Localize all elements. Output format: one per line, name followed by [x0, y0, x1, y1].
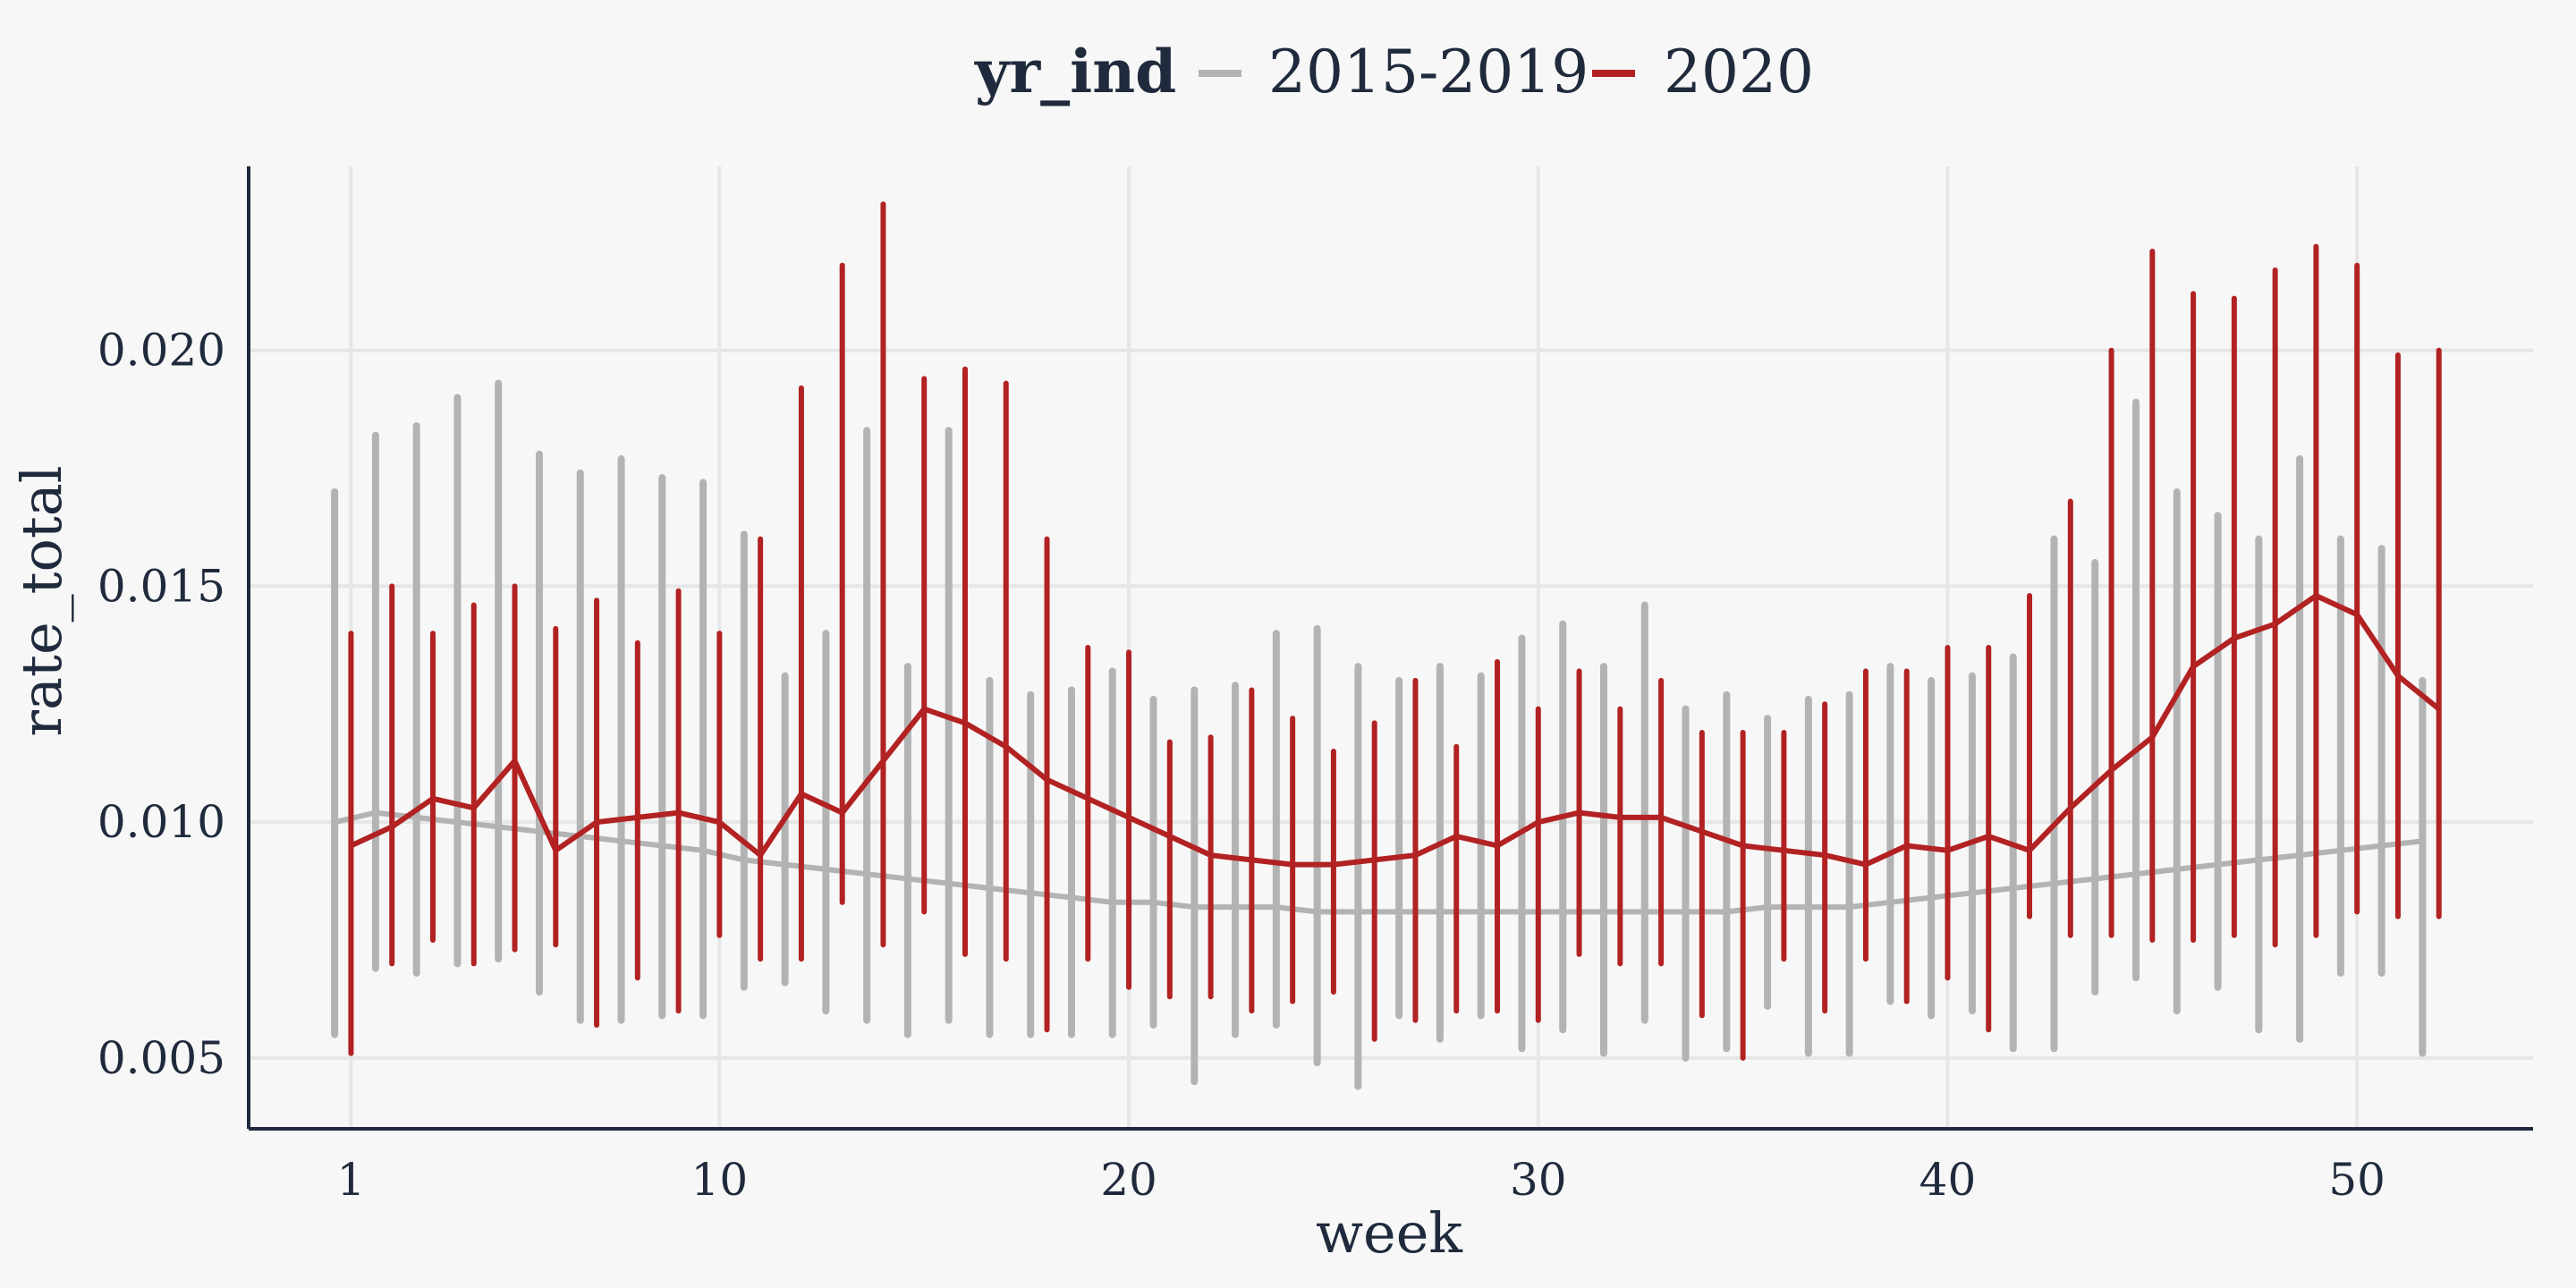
legend: yr_ind 2015-2019 2020 [974, 37, 1814, 106]
tick-labels: 1 10 20 30 40 50 0.005 0.010 0.015 0.020 [97, 325, 2385, 1206]
y-tick-label-0.020: 0.020 [97, 325, 225, 377]
y-tick-label-0.005: 0.005 [97, 1032, 225, 1084]
legend-label-2020: 2020 [1664, 38, 1814, 106]
mean-line-2020 [350, 593, 2441, 868]
series-layer [331, 201, 2442, 1090]
axes [247, 166, 2533, 1131]
x-axis-title: week [1316, 1200, 1462, 1266]
series-2015-2019 [331, 379, 2427, 1090]
x-tick-label-20: 20 [1100, 1154, 1157, 1206]
y-tick-label-0.015: 0.015 [97, 560, 225, 612]
x-tick-label-1: 1 [337, 1154, 366, 1206]
series-2020 [348, 201, 2442, 1061]
y-tick-label-0.010: 0.010 [97, 796, 225, 848]
legend-label-2015-2019: 2015-2019 [1268, 38, 1589, 106]
legend-title: yr_ind [974, 37, 1176, 106]
x-tick-label-50: 50 [2328, 1154, 2385, 1206]
x-tick-label-40: 40 [1919, 1154, 1977, 1206]
mean-line-2015-2019 [334, 809, 2423, 915]
x-tick-label-10: 10 [691, 1154, 749, 1206]
y-axis-title: rate_total [9, 465, 74, 736]
x-tick-label-30: 30 [1510, 1154, 1567, 1206]
